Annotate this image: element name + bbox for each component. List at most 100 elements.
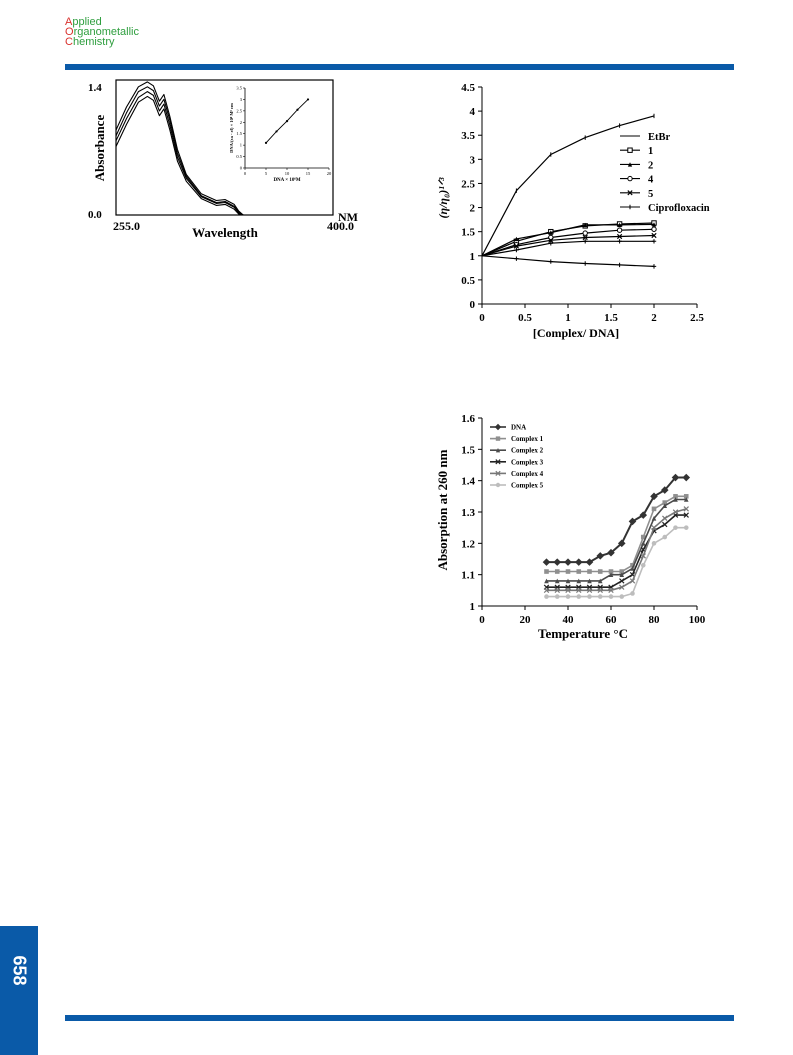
inset-y-tick-label: 3 (240, 97, 243, 102)
series-point (673, 494, 678, 499)
series-point (651, 239, 657, 244)
series-point (565, 587, 571, 594)
series-point (651, 541, 657, 546)
series-point (585, 558, 594, 566)
legend-label: 1 (648, 146, 653, 157)
series-point (607, 548, 615, 557)
inset-x-tick-label: 0 (244, 171, 247, 176)
legend-label: Complex 5 (511, 482, 544, 490)
series-point (683, 506, 689, 512)
y-tick-label: 3.5 (461, 130, 475, 142)
x-tick-label: 2.5 (690, 312, 704, 324)
x-axis-label: Temperature °C (538, 626, 628, 641)
inset-y-axis-label: DNA/(εa - εf) × 10⁸ M² cm (229, 103, 234, 153)
legend-label: 2 (648, 160, 653, 171)
series-point (554, 594, 560, 599)
plot-frame (115, 79, 334, 216)
series-point (576, 587, 582, 594)
inset-x-tick-label: 20 (327, 171, 332, 176)
legend-label: EtBr (648, 132, 671, 143)
series-point (548, 241, 553, 246)
legend-marker (627, 162, 633, 167)
inset-y-tick-label: 1.5 (236, 131, 242, 136)
series-point (682, 473, 691, 482)
series-point (514, 256, 519, 261)
legend-marker (627, 190, 633, 196)
y-tick-label: 2.5 (461, 178, 475, 190)
series-point (576, 578, 582, 584)
journal-logo: Applied Organometallic Chemistry (65, 17, 139, 48)
y-tick-label: 1 (470, 251, 476, 263)
series-point (586, 587, 593, 594)
series-point (514, 236, 519, 242)
series-point (619, 584, 625, 590)
x-tick-label: 0 (479, 312, 485, 324)
series-point (630, 591, 635, 596)
series-point (640, 562, 646, 568)
series-point (651, 515, 657, 521)
inset-point (264, 141, 268, 144)
legend-marker (495, 482, 501, 488)
y-tick-label: 1.1 (461, 570, 475, 582)
legend-label: 5 (648, 189, 653, 200)
series-point (583, 239, 588, 244)
series-point (628, 517, 637, 526)
series-line-6 (481, 255, 655, 267)
series-point (683, 494, 689, 499)
series-point (554, 578, 560, 584)
series-point (683, 512, 689, 518)
series-point (548, 230, 553, 235)
series-point (616, 233, 623, 240)
series-point (619, 578, 625, 584)
legend-label: Complex 1 (511, 435, 544, 443)
y-tick-label: 0.5 (461, 275, 475, 287)
series-point (640, 553, 646, 559)
y-axis-label: Absorption at 260 nm (435, 449, 450, 570)
legend-marker (495, 436, 501, 441)
legend-label: Complex 3 (511, 458, 544, 466)
legend-label: Complex 2 (511, 447, 544, 455)
y-tick-label: 1 (470, 601, 476, 613)
series-point (597, 578, 603, 584)
spectrum-line-2 (115, 86, 253, 216)
series-point (514, 247, 519, 253)
series-point (651, 524, 657, 531)
series-point (544, 594, 549, 599)
x-tick-label: 2 (651, 312, 657, 324)
series-point (597, 569, 603, 574)
series-point (672, 509, 679, 515)
inset-x-tick-label: 10 (285, 171, 290, 176)
legend-marker (627, 204, 633, 210)
series-point (617, 539, 626, 548)
journal-text-chemistry: hemistry (72, 36, 115, 48)
series-line-5 (546, 508, 687, 592)
series-point (651, 264, 657, 269)
series-point (651, 506, 657, 512)
y-axis-label: Absorbance (92, 115, 107, 182)
legend-marker (495, 459, 501, 465)
series-point (630, 562, 635, 568)
y-tick-label: 4 (470, 106, 476, 118)
series-point (683, 497, 689, 502)
legend-marker (627, 147, 633, 153)
series-point (617, 239, 622, 244)
series-point (554, 587, 560, 594)
series-point (662, 500, 668, 505)
journal-cap-o: O (65, 26, 74, 38)
legend-label: 4 (648, 175, 654, 186)
legend-marker (494, 423, 502, 431)
series-point (662, 515, 668, 521)
series-point (582, 230, 588, 236)
spectrum-line-3 (115, 91, 253, 216)
y-tick-label: 0 (470, 299, 476, 311)
x-tick-label: 100 (689, 614, 706, 626)
series-line-1 (481, 115, 655, 257)
x-tick-label: 20 (520, 614, 532, 626)
series-point (513, 243, 520, 249)
series-point (542, 558, 551, 566)
y-tick-label: 1.5 (461, 227, 475, 239)
x-tick-label: 1 (565, 312, 571, 324)
x-tick-label: 60 (606, 614, 618, 626)
series-point (608, 572, 614, 577)
